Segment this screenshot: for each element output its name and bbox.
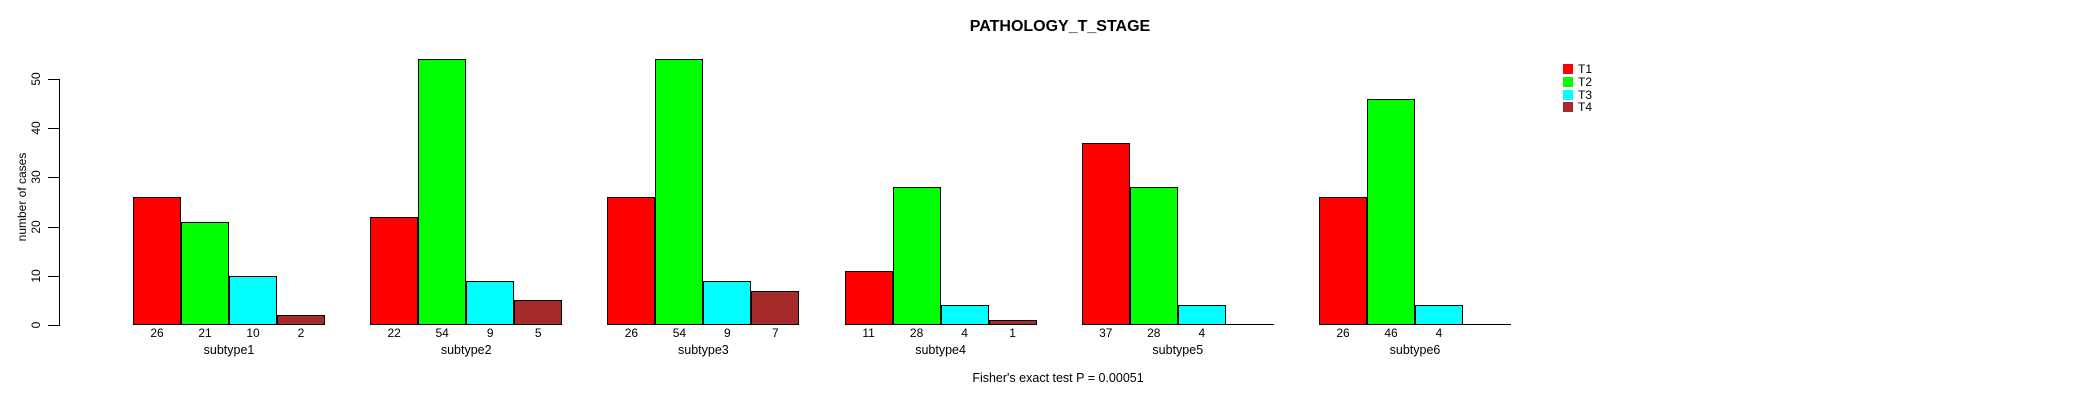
bar-value-label: 26 xyxy=(150,326,164,340)
bar-t1 xyxy=(1081,143,1130,325)
y-tick-mark xyxy=(48,325,59,326)
category-label: subtype3 xyxy=(678,343,729,357)
bar-value-label: 22 xyxy=(387,326,401,340)
y-tick-mark xyxy=(48,177,59,179)
y-tick-mark xyxy=(48,226,59,228)
bar-value-label: 11 xyxy=(862,326,875,340)
bar-value-label: 54 xyxy=(435,326,449,340)
bar-value-label: 28 xyxy=(1147,326,1161,340)
y-tick-label: 10 xyxy=(29,269,43,283)
bar-value-label: 10 xyxy=(246,326,260,340)
bar-t3 xyxy=(940,305,989,325)
legend-swatch-t4 xyxy=(1563,102,1573,113)
y-tick-mark xyxy=(48,128,59,130)
category-label: subtype4 xyxy=(915,343,966,357)
y-tick-label: 20 xyxy=(29,219,43,234)
bar-t1 xyxy=(844,271,893,325)
y-tick-label: 0 xyxy=(29,321,43,329)
bar-t4 xyxy=(988,320,1037,325)
bar-t4 xyxy=(514,300,563,325)
bar-t1 xyxy=(607,197,656,325)
bar-value-label: 26 xyxy=(624,326,639,340)
bar-t1 xyxy=(370,217,419,325)
y-tick-mark xyxy=(48,275,59,277)
y-tick-mark xyxy=(48,79,59,80)
bar-value-label: 4 xyxy=(1435,326,1443,340)
footer-annotation: Fisher's exact test P = 0.00051 xyxy=(972,371,1144,385)
legend-swatch-t2 xyxy=(1563,76,1573,87)
bar-t1 xyxy=(1319,197,1367,325)
legend-swatch-t3 xyxy=(1563,89,1573,100)
category-label: subtype6 xyxy=(1389,343,1441,357)
bar-t3 xyxy=(229,276,277,325)
bar-value-label: 5 xyxy=(534,326,542,340)
bar-t3 xyxy=(1177,305,1226,325)
bar-value-label: 4 xyxy=(1198,326,1206,340)
bar-t2 xyxy=(655,59,704,325)
legend-label-t3: T3 xyxy=(1578,87,1593,102)
bar-value-label: 9 xyxy=(724,326,731,340)
category-label: subtype5 xyxy=(1152,343,1204,357)
bar-value-label: 1 xyxy=(1009,326,1016,340)
y-tick-label: 50 xyxy=(29,72,43,86)
bar-value-label: 2 xyxy=(297,326,305,340)
category-label: subtype2 xyxy=(440,343,492,357)
bar-t4-zero xyxy=(1463,324,1511,325)
chart-title: PATHOLOGY_T_STAGE xyxy=(969,18,1151,35)
bar-t4 xyxy=(751,291,800,325)
legend-label-t4: T4 xyxy=(1578,100,1593,115)
y-tick-label: 30 xyxy=(29,170,43,185)
legend-swatch-t1 xyxy=(1563,64,1573,74)
category-label: subtype1 xyxy=(203,343,255,357)
bar-t2 xyxy=(1367,99,1415,325)
bar-value-label: 28 xyxy=(909,326,924,340)
bar-t2 xyxy=(892,187,941,325)
bar-value-label: 4 xyxy=(961,326,968,340)
bar-value-label: 7 xyxy=(772,326,779,340)
bar-t1 xyxy=(133,197,181,325)
y-axis-title: number of cases xyxy=(15,152,29,242)
y-axis-line xyxy=(59,79,60,326)
bar-value-label: 26 xyxy=(1336,326,1350,340)
bar-t2 xyxy=(1129,187,1178,325)
bar-value-label: 21 xyxy=(198,326,212,340)
bar-t4 xyxy=(277,315,325,325)
y-tick-label: 40 xyxy=(29,121,43,135)
bar-t4-zero xyxy=(1225,324,1274,325)
bar-value-label: 9 xyxy=(486,326,494,340)
bar-t2 xyxy=(418,59,467,325)
legend-label-t2: T2 xyxy=(1578,74,1593,89)
bar-t2 xyxy=(181,222,229,325)
bar-t3 xyxy=(1415,305,1463,325)
bar-value-label: 54 xyxy=(672,326,687,340)
legend-label-t1: T1 xyxy=(1578,62,1593,76)
bar-value-label: 37 xyxy=(1099,326,1113,340)
bar-value-label: 46 xyxy=(1384,326,1398,340)
bar-t3 xyxy=(466,281,515,325)
bar-t3 xyxy=(703,281,752,325)
